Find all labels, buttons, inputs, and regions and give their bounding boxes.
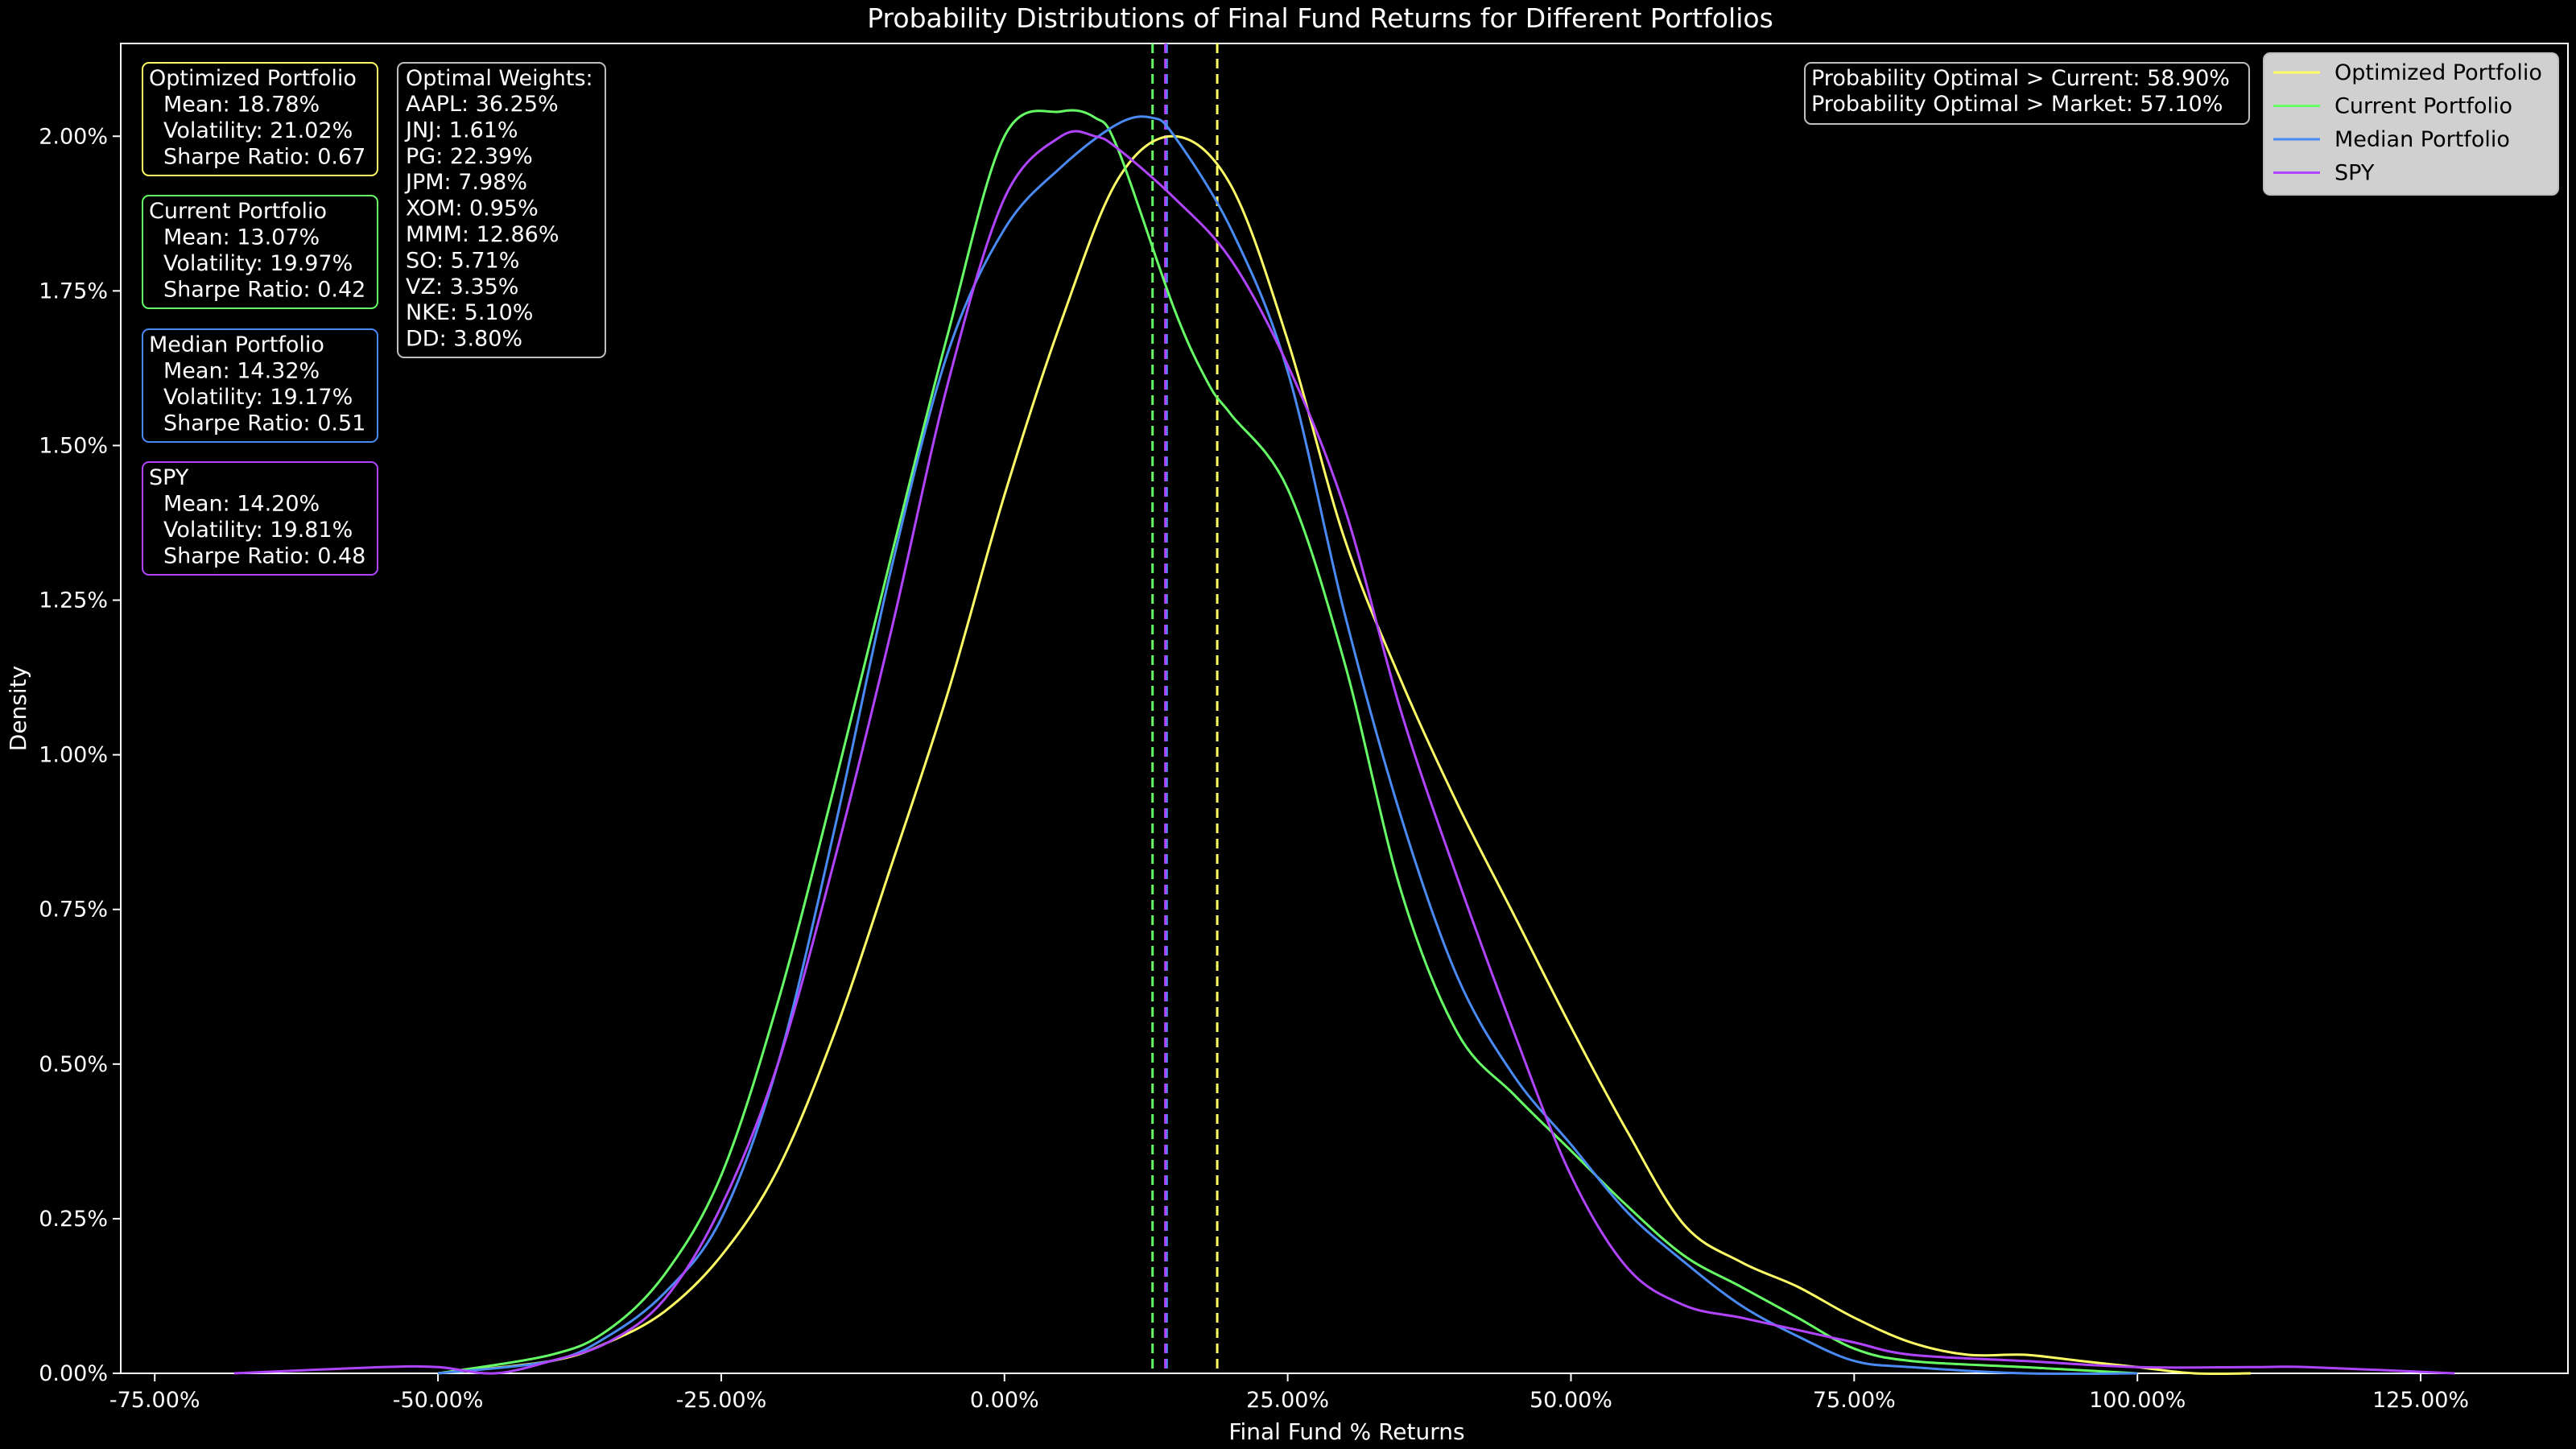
y-tick-label: 2.00%: [39, 124, 108, 149]
y-tick-label: 1.75%: [39, 279, 108, 303]
stat-box-frame: [142, 461, 378, 576]
probability-line-market: Probability Optimal > Market: 57.10%: [1811, 92, 2223, 117]
x-tick-label: 75.00%: [1813, 1388, 1896, 1413]
y-tick-label: 1.00%: [39, 743, 108, 768]
weights-box-frame: [397, 62, 606, 358]
stat-volatility: Volatility: 19.81%: [163, 518, 353, 543]
stat-mean: Mean: 18.78%: [163, 93, 320, 118]
stat-box-title: Optimized Portfolio: [149, 66, 357, 91]
stat-box-frame: [142, 328, 378, 443]
stat-box-title: Median Portfolio: [149, 332, 324, 357]
weight-line: VZ: 3.35%: [406, 275, 518, 299]
plot-frame: [120, 43, 2569, 1374]
x-tick-label: 0.00%: [970, 1388, 1039, 1413]
weight-line: AAPL: 36.25%: [406, 92, 559, 117]
probability-line-current: Probability Optimal > Current: 58.90%: [1811, 66, 2230, 91]
weights-box-title: Optimal Weights:: [406, 66, 593, 91]
stat-sharpe: Sharpe Ratio: 0.67: [163, 145, 365, 170]
x-tick-label: 125.00%: [2372, 1388, 2469, 1413]
weight-line: MMM: 12.86%: [406, 222, 559, 247]
stat-box-frame: [142, 195, 378, 309]
weight-line: DD: 3.80%: [406, 327, 522, 352]
chart-title: Probability Distributions of Final Fund …: [867, 2, 1773, 34]
legend-label: SPY: [2334, 161, 2375, 186]
weight-line: SO: 5.71%: [406, 248, 519, 273]
stat-mean: Mean: 14.20%: [163, 492, 320, 517]
weight-line: NKE: 5.10%: [406, 300, 533, 325]
legend-label: Optimized Portfolio: [2334, 60, 2542, 85]
density-curves: [233, 109, 2455, 1376]
weight-line: JPM: 7.98%: [404, 170, 527, 195]
weight-line: JNJ: 1.61%: [404, 118, 518, 142]
mean-lines: [1151, 43, 1219, 1373]
y-tick-label: 1.50%: [39, 433, 108, 458]
optimal-weights-box: Optimal Weights: AAPL: 36.25%JNJ: 1.61%P…: [397, 62, 606, 358]
x-tick-label: 50.00%: [1530, 1388, 1612, 1413]
weight-line: PG: 22.39%: [406, 144, 533, 169]
stat-box-frame: [142, 62, 378, 176]
x-tick-label: 100.00%: [2089, 1388, 2186, 1413]
series-line-current-portfolio: [437, 109, 2138, 1375]
x-tick-label: 25.00%: [1246, 1388, 1329, 1413]
legend-label: Current Portfolio: [2334, 94, 2512, 119]
x-axis-label: Final Fund % Returns: [1228, 1418, 1464, 1445]
stat-sharpe: Sharpe Ratio: 0.42: [163, 278, 365, 303]
y-tick-label: 1.25%: [39, 588, 108, 613]
stat-sharpe: Sharpe Ratio: 0.48: [163, 544, 365, 569]
y-axis-label: Density: [5, 666, 31, 751]
y-axis: 0.00% 0.25% 0.50% 0.75% 1.00% 1.25% 1.50% 1.75%…: [39, 124, 121, 1386]
series-line-spy: [233, 130, 2455, 1375]
stat-volatility: Volatility: 19.97%: [163, 251, 353, 276]
legend-frame: [2263, 52, 2559, 196]
x-tick-label: -50.00%: [393, 1388, 484, 1413]
probability-box: Probability Optimal > Current: 58.90% Pr…: [1804, 62, 2250, 125]
x-tick-label: -75.00%: [109, 1388, 200, 1413]
stat-volatility: Volatility: 19.17%: [163, 385, 353, 410]
x-tick-label: -25.00%: [676, 1388, 767, 1413]
stat-volatility: Volatility: 21.02%: [163, 118, 353, 143]
y-tick-label: 0.00%: [39, 1361, 108, 1386]
weight-line: XOM: 0.95%: [406, 196, 539, 221]
legend: Optimized Portfolio Current Portfolio Medi…: [2263, 52, 2559, 196]
stat-sharpe: Sharpe Ratio: 0.51: [163, 411, 365, 436]
y-tick-label: 0.75%: [39, 898, 108, 923]
plot-area: [120, 43, 2569, 1374]
stat-box-title: Current Portfolio: [149, 199, 327, 224]
stat-mean: Mean: 14.32%: [163, 359, 320, 384]
y-tick-label: 0.50%: [39, 1052, 108, 1077]
stat-mean: Mean: 13.07%: [163, 225, 320, 250]
x-axis: -75.00% -50.00% -25.00% 0.00% 25.00% 50.00% 75…: [109, 1373, 2469, 1413]
y-tick-label: 0.25%: [39, 1207, 108, 1232]
probability-box-frame: [1804, 62, 2250, 125]
stat-box-title: SPY: [149, 465, 189, 490]
legend-label: Median Portfolio: [2334, 127, 2510, 152]
